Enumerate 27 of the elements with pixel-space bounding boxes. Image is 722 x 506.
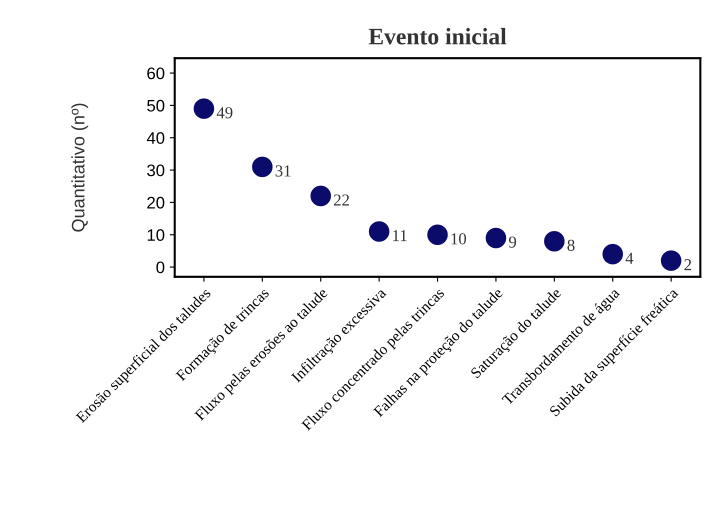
y-tick-label: 10 — [148, 229, 164, 241]
data-label: 31 — [276, 165, 290, 177]
data-label: 2 — [684, 259, 692, 270]
y-tick-label: 0 — [156, 261, 164, 274]
point — [544, 230, 565, 252]
point — [602, 244, 624, 264]
data-label: 11 — [393, 230, 407, 242]
data-label: 22 — [334, 194, 349, 206]
chart-title: Evento inicial — [368, 28, 506, 45]
y-tick-label: 20 — [147, 196, 164, 209]
point — [252, 156, 273, 178]
data-label: 4 — [626, 252, 634, 264]
point — [486, 228, 506, 248]
data-label: 49 — [216, 107, 232, 118]
data-label: 10 — [452, 233, 466, 244]
point — [194, 98, 214, 119]
point — [427, 224, 448, 246]
y-tick-label: 30 — [147, 164, 164, 176]
y-tick-label: 40 — [146, 132, 164, 144]
y-axis-title: Quantitativo (nº) — [71, 104, 88, 232]
y-tick-label: 50 — [147, 100, 164, 112]
point — [310, 186, 331, 206]
data-label: 9 — [508, 236, 516, 248]
point — [660, 250, 682, 271]
point — [368, 221, 390, 242]
data-label: 8 — [567, 240, 575, 251]
y-tick-label: 60 — [147, 67, 164, 80]
